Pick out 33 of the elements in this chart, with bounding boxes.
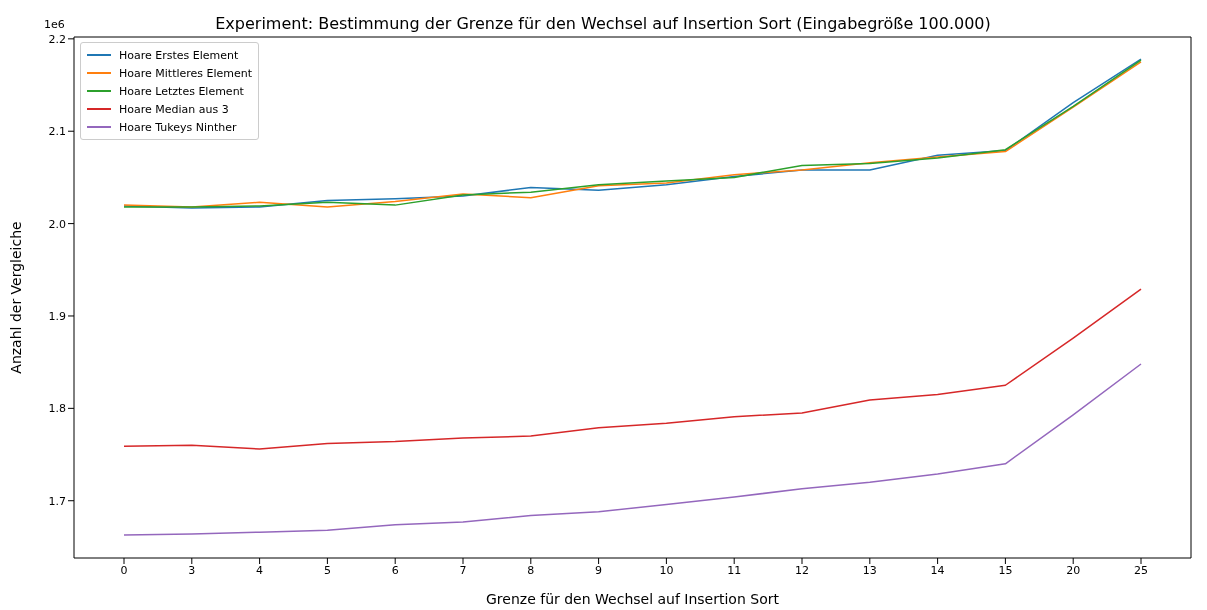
y-tick-label: 1.8 bbox=[48, 402, 66, 416]
y-tick-label: 1.7 bbox=[48, 494, 66, 508]
text: 1e6 bbox=[44, 18, 65, 31]
x-tick-label: 8 bbox=[527, 563, 535, 577]
y-axis-title: Anzahl der Vergleiche bbox=[7, 221, 24, 374]
y-tick-label: 1.9 bbox=[48, 309, 66, 323]
x-tick-label: 13 bbox=[862, 563, 877, 577]
x-tick-label: 20 bbox=[1066, 563, 1081, 577]
x-tick-label: 6 bbox=[391, 563, 399, 577]
x-tick-label: 14 bbox=[930, 563, 945, 577]
x-tick-label: 12 bbox=[795, 563, 809, 577]
x-tick-label: 0 bbox=[120, 563, 128, 577]
legend-label: Hoare Letztes Element bbox=[119, 84, 244, 98]
legend-label: Hoare Median aus 3 bbox=[119, 102, 229, 116]
x-axis-title: Grenze für den Wechsel auf Insertion Sort bbox=[486, 591, 780, 607]
x-tick-label: 3 bbox=[188, 563, 196, 577]
line-series bbox=[123, 363, 1142, 536]
y-tick-label: 2.1 bbox=[48, 125, 66, 139]
x-tick-label: 15 bbox=[998, 563, 1013, 577]
y-tick-label: 2.2 bbox=[48, 32, 66, 46]
chart-title: Experiment: Bestimmung der Grenze für den Wechsel auf Insertion Sort (Eingabegröße 100.000) bbox=[215, 14, 991, 33]
y-tick-label: 2.0 bbox=[48, 217, 66, 231]
x-tick-label: 11 bbox=[727, 563, 742, 577]
x-tick-label: 9 bbox=[595, 563, 603, 577]
legend-label: Hoare Tukeys Ninther bbox=[119, 120, 237, 134]
x-tick-label: 4 bbox=[256, 563, 264, 577]
x-tick-label: 25 bbox=[1134, 563, 1148, 577]
line-series bbox=[123, 288, 1142, 450]
x-tick-label: 5 bbox=[323, 563, 331, 577]
x-tick-label: 10 bbox=[659, 563, 674, 577]
x-tick-label: 7 bbox=[459, 563, 467, 577]
legend-label: Hoare Mittleres Element bbox=[119, 66, 253, 80]
legend-label: Hoare Erstes Element bbox=[119, 48, 239, 62]
